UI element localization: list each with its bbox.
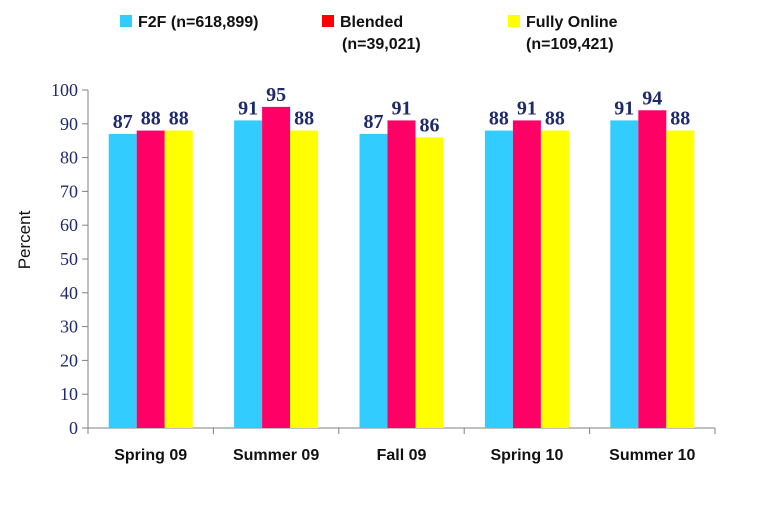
y-tick-label: 50 <box>60 249 78 269</box>
y-tick-label: 80 <box>60 148 78 168</box>
data-label: 94 <box>642 87 662 109</box>
data-label: 91 <box>614 97 634 119</box>
data-label: 88 <box>294 108 314 130</box>
data-label: 87 <box>364 111 384 133</box>
bar <box>666 130 695 428</box>
data-label: 95 <box>266 84 286 106</box>
x-tick-label: Spring 09 <box>114 447 187 464</box>
y-axis: 0 10 20 30 40 50 60 70 80 90 100 <box>51 80 89 438</box>
bar <box>234 120 263 429</box>
x-tick-label: Spring 10 <box>490 447 563 464</box>
bar <box>262 106 291 429</box>
x-axis: Spring 09 Summer 09 Fall 09 Spring 10 Summer… <box>87 427 716 464</box>
bar <box>638 110 667 428</box>
data-label: 88 <box>169 108 189 130</box>
bar <box>164 130 193 428</box>
y-tick-label: 60 <box>60 215 78 235</box>
data-label: 91 <box>238 97 258 119</box>
data-label: 87 <box>113 111 133 133</box>
bars <box>108 106 695 429</box>
legend-label: Fully Online <box>526 14 618 31</box>
data-label: 91 <box>517 97 537 119</box>
data-label: 88 <box>489 108 509 130</box>
bar <box>108 133 137 428</box>
x-tick-label: Fall 09 <box>377 447 427 464</box>
legend-label: Blended <box>340 14 403 31</box>
y-axis-title: Percent <box>15 210 34 269</box>
y-tick-label: 30 <box>60 317 78 337</box>
bar <box>540 130 569 428</box>
bar <box>610 120 639 429</box>
legend-label: (n=109,421) <box>526 36 614 53</box>
data-labels: 87 88 88 91 95 88 87 91 86 88 91 88 91 94 88 <box>113 84 691 136</box>
legend-swatch <box>322 15 334 27</box>
data-label: 86 <box>420 114 440 136</box>
y-tick-label: 0 <box>69 418 78 438</box>
data-label: 88 <box>670 108 690 130</box>
y-tick-label: 100 <box>51 80 78 100</box>
bar <box>387 120 416 429</box>
y-tick-label: 90 <box>60 114 78 134</box>
data-label: 88 <box>141 108 161 130</box>
bar <box>484 130 513 428</box>
y-tick-label: 10 <box>60 384 78 404</box>
x-tick-label: Summer 10 <box>609 447 695 464</box>
legend: F2F (n=618,899) Blended (n=39,021) Fully On… <box>120 14 618 53</box>
bar <box>512 120 541 429</box>
legend-swatch <box>508 15 520 27</box>
legend-swatch <box>120 15 132 27</box>
y-tick-label: 70 <box>60 181 78 201</box>
x-tick-label: Summer 09 <box>233 447 319 464</box>
bar <box>415 137 444 428</box>
bar <box>136 130 165 428</box>
bar <box>290 130 319 428</box>
y-tick-label: 20 <box>60 350 78 370</box>
legend-label: (n=39,021) <box>342 36 421 53</box>
bar <box>359 133 388 428</box>
data-label: 91 <box>392 97 412 119</box>
data-label: 88 <box>545 108 565 130</box>
legend-label: F2F (n=618,899) <box>138 14 259 31</box>
y-tick-label: 40 <box>60 283 78 303</box>
